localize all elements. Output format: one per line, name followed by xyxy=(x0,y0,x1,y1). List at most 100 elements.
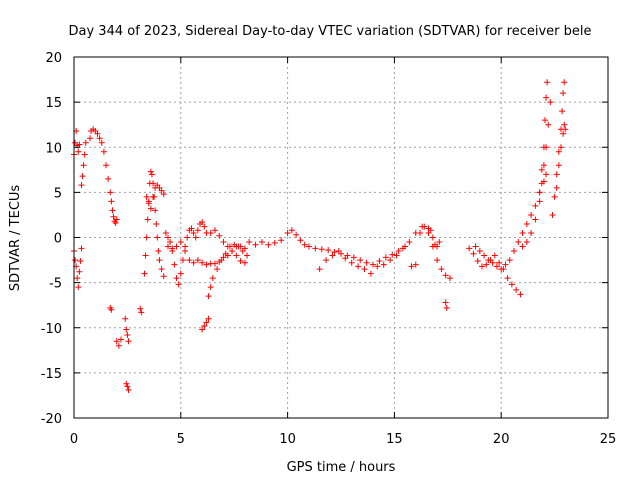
data-point xyxy=(147,205,154,212)
data-point xyxy=(515,239,522,246)
data-point xyxy=(177,270,184,277)
y-axis-label: SDTVAR / TECUs xyxy=(8,185,23,292)
data-point xyxy=(553,171,560,178)
data-point xyxy=(562,126,569,133)
data-point xyxy=(164,234,171,241)
data-point xyxy=(158,266,165,273)
data-point xyxy=(474,257,481,264)
data-point xyxy=(555,162,562,169)
data-point xyxy=(429,234,436,241)
data-point xyxy=(393,252,400,259)
data-point xyxy=(551,193,558,200)
data-point xyxy=(421,223,428,230)
data-point xyxy=(141,270,148,277)
data-point xyxy=(305,243,312,250)
data-point xyxy=(80,162,87,169)
data-point xyxy=(124,383,131,390)
data-point xyxy=(493,263,500,270)
data-point xyxy=(188,225,195,232)
data-point xyxy=(506,257,513,264)
data-point xyxy=(205,293,212,300)
data-point xyxy=(201,322,208,329)
data-point xyxy=(100,148,107,155)
data-point xyxy=(148,171,155,178)
data-point xyxy=(239,248,246,255)
x-axis-label: GPS time / hours xyxy=(287,460,396,475)
data-point xyxy=(271,239,278,246)
data-point xyxy=(323,257,330,264)
data-point xyxy=(211,227,218,234)
data-point xyxy=(123,326,130,333)
data-point xyxy=(472,243,479,250)
data-point xyxy=(72,257,79,264)
data-point xyxy=(547,99,554,106)
data-point xyxy=(544,79,551,86)
data-point xyxy=(115,342,122,349)
data-point xyxy=(549,211,556,218)
data-point xyxy=(231,241,238,248)
data-point xyxy=(150,180,157,187)
data-point xyxy=(224,243,231,250)
data-point xyxy=(123,380,130,387)
data-point xyxy=(222,250,229,257)
data-point xyxy=(156,257,163,264)
data-point xyxy=(489,259,496,266)
data-point xyxy=(528,229,535,236)
data-point xyxy=(258,239,265,246)
data-point xyxy=(395,248,402,255)
data-point xyxy=(342,255,349,262)
data-point xyxy=(190,259,197,266)
data-point xyxy=(79,173,86,180)
marks-layer xyxy=(71,79,569,394)
data-point xyxy=(301,241,308,248)
data-point xyxy=(124,331,131,338)
data-point xyxy=(207,284,214,291)
data-point xyxy=(142,252,149,259)
data-point xyxy=(335,248,342,255)
data-point xyxy=(194,227,201,234)
data-point xyxy=(220,239,227,246)
data-point xyxy=(284,229,291,236)
data-point xyxy=(519,229,526,236)
data-point xyxy=(76,268,83,275)
data-point xyxy=(109,207,116,214)
data-point xyxy=(442,272,449,279)
data-point xyxy=(155,248,162,255)
data-point xyxy=(74,275,81,282)
data-point xyxy=(76,141,83,148)
data-point xyxy=(408,263,415,270)
data-point xyxy=(436,239,443,246)
data-point xyxy=(560,130,567,137)
data-point xyxy=(158,187,165,194)
data-point xyxy=(528,211,535,218)
data-point xyxy=(553,184,560,191)
data-point xyxy=(387,257,394,264)
data-point xyxy=(244,252,251,259)
data-point xyxy=(318,246,325,253)
data-point xyxy=(325,247,332,254)
data-point xyxy=(113,216,120,223)
data-point xyxy=(246,239,253,246)
data-point xyxy=(137,305,144,312)
data-point xyxy=(138,309,145,316)
data-point xyxy=(536,198,543,205)
y-tick-label: 5 xyxy=(54,186,62,201)
data-point xyxy=(152,207,159,214)
data-point xyxy=(532,202,539,209)
data-point xyxy=(491,252,498,259)
data-point xyxy=(504,275,511,282)
data-point xyxy=(523,239,530,246)
data-point xyxy=(312,245,319,252)
data-point xyxy=(108,306,115,313)
data-point xyxy=(485,257,492,264)
data-point xyxy=(361,266,368,273)
data-point xyxy=(297,237,304,244)
data-point xyxy=(350,254,357,261)
x-tick-label: 15 xyxy=(386,432,403,447)
data-point xyxy=(125,338,132,345)
data-point xyxy=(75,148,82,155)
grid-layer xyxy=(74,57,608,418)
data-point xyxy=(517,291,524,298)
data-point xyxy=(125,387,132,394)
